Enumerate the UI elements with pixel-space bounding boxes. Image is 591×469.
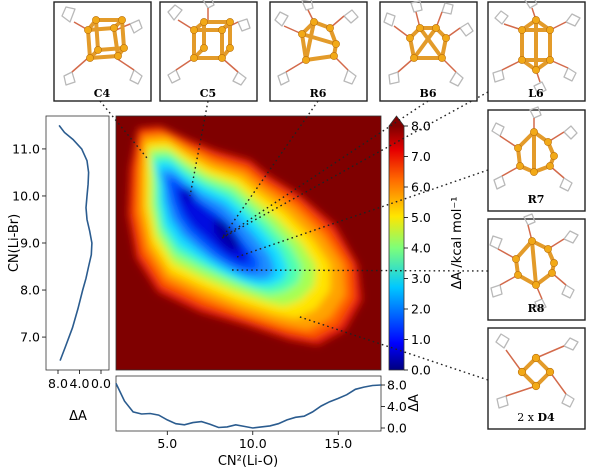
left-marginal-tick-label: 0.0 [91, 376, 111, 391]
structure-box-b6: B6 [379, 0, 478, 102]
colorbar-gradient [389, 126, 404, 370]
cluster-d4-picture [495, 333, 579, 409]
colorbar-extend-arrow [389, 116, 404, 126]
colorbar-tick-label: 4.0 [411, 241, 431, 256]
colorbar: 0.0 1.0 2.0 3.0 4.0 5.0 6.0 7.0 8.0 ΔA /kcal mol… [388, 115, 465, 378]
connector-c5 [189, 100, 209, 197]
y-axis-label: CN(Li-Br) [7, 214, 22, 272]
structure-label: L6 [528, 87, 544, 100]
y-tick-label: 8.0 [20, 283, 40, 298]
left-marginal-curve [58, 124, 93, 361]
structure-box-r8: R8 [487, 213, 586, 321]
cluster-b6-picture [383, 0, 474, 87]
colorbar-tick-label: 6.0 [411, 180, 431, 195]
x-tick-label: 5.0 [157, 436, 177, 451]
cluster-l6-picture [492, 0, 581, 95]
colorbar-tick-label: 5.0 [411, 210, 431, 225]
structure-frame [487, 327, 586, 430]
structure-label: B6 [420, 87, 437, 100]
bottom-marginal-frame [115, 375, 382, 432]
colorbar-tick-label: 3.0 [411, 271, 431, 286]
structure-box-l6: L6 [487, 0, 586, 102]
cluster-c5-picture [167, 0, 251, 86]
y-tick-label: 11.0 [12, 141, 40, 156]
structure-label: R8 [528, 302, 545, 315]
connector-r6 [221, 100, 319, 239]
bottom-marginal-ylabel: ΔA [407, 394, 422, 412]
surface-frame [115, 115, 382, 371]
cluster-r7-picture [491, 106, 578, 192]
bottom-marginal-tick-label: 4.0 [387, 399, 407, 414]
left-marginal-x-ticks: 8.0 4.0 0.0 [48, 370, 111, 391]
y-tick-label: 9.0 [20, 236, 40, 251]
bottom-marginal-tick-label: 0.0 [387, 421, 407, 436]
bottom-marginal-plot: 0.0 4.0 8.0 ΔA [115, 375, 422, 436]
x-tick-label: 15.0 [324, 436, 352, 451]
colorbar-tick-label: 1.0 [411, 332, 431, 347]
structure-label: C5 [200, 87, 216, 100]
structure-label: R6 [310, 87, 327, 100]
surface-contours [128, 126, 362, 345]
structure-box-c4: C4 [53, 1, 152, 102]
colorbar-label: ΔA /kcal mol⁻¹ [450, 197, 465, 290]
contour-level-0-5b [182, 188, 194, 204]
cluster-r6-picture [274, 0, 359, 86]
left-marginal-xlabel: ΔA [69, 409, 87, 424]
structure-label-prefix: 2 x [517, 411, 537, 424]
colorbar-ticks: 0.0 1.0 2.0 3.0 4.0 5.0 6.0 7.0 8.0 [404, 119, 431, 378]
structure-box-c5: C5 [159, 0, 258, 102]
structure-box-r7: R7 [487, 106, 586, 212]
structure-box-d4: 2 x D4 [487, 327, 586, 430]
structure-frame [379, 1, 478, 102]
structure-box-r6: R6 [269, 0, 368, 102]
structure-label: C4 [94, 87, 111, 100]
connector-r7 [233, 169, 489, 259]
colorbar-tick-label: 8.0 [411, 119, 431, 134]
colorbar-tick-label: 7.0 [411, 149, 431, 164]
colorbar-tick-label: 0.0 [411, 363, 431, 378]
left-marginal-tick-label: 8.0 [48, 376, 68, 391]
bottom-marginal-y-ticks: 0.0 4.0 8.0 [381, 378, 407, 436]
bottom-marginal-curve [115, 383, 382, 429]
bottom-marginal-tick-label: 8.0 [387, 378, 407, 393]
left-marginal-tick-label: 4.0 [70, 376, 90, 391]
x-tick-label: 10.0 [239, 436, 267, 451]
surface-x-ticks: 5.0 10.0 15.0 [157, 431, 352, 451]
structure-frame [269, 1, 368, 102]
surface-y-ticks: 7.0 8.0 9.0 10.0 11.0 [12, 141, 46, 345]
colorbar-tick-label: 2.0 [411, 302, 431, 317]
free-energy-surface: 5.0 10.0 15.0 7.0 8.0 9.0 10.0 11.0 [12, 115, 382, 451]
y-tick-label: 10.0 [12, 188, 40, 203]
structure-label-name: D4 [538, 411, 556, 424]
left-marginal-plot: 8.0 4.0 0.0 ΔA [45, 115, 111, 424]
x-axis-label: CN²(Li-O) [218, 454, 278, 469]
cluster-r8-picture [489, 213, 579, 311]
y-tick-label: 7.0 [20, 330, 40, 345]
connector-lines [99, 91, 489, 381]
structure-label: R7 [528, 193, 545, 206]
structure-label: 2 x D4 [517, 411, 555, 424]
cluster-c4-picture [61, 6, 143, 86]
left-marginal-frame [45, 115, 110, 371]
